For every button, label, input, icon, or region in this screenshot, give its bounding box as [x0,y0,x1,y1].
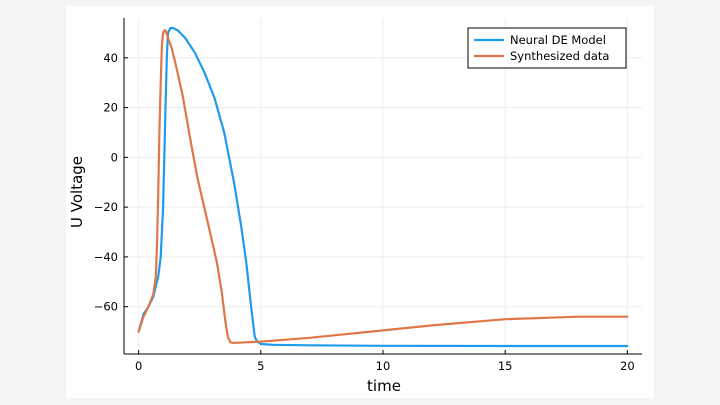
y-tick-label: −60 [94,300,118,314]
legend-label: Neural DE Model [510,33,606,47]
y-tick-label: 40 [103,51,118,65]
grid [124,18,642,354]
x-tick-label: 0 [135,359,142,373]
y-tick-label: −40 [94,250,118,264]
y-tick-label: −20 [94,200,118,214]
series-line-2 [137,29,629,344]
y-tick-label: 20 [103,101,118,115]
legend-label: Synthesized data [510,49,609,63]
x-tick-label: 15 [498,359,513,373]
series-line-1 [137,26,629,348]
x-tick-label: 20 [620,359,635,373]
x-tick-label: 5 [257,359,264,373]
figure: 0 5 10 15 20 −60 −40 −20 0 20 40 Neural DE Model Sy… [66,6,654,398]
x-axis-label: time [367,377,401,395]
legend-box [467,27,627,69]
line-chart: 0 5 10 15 20 −60 −40 −20 0 20 40 Neural DE Model Sy… [68,18,642,395]
axes: 0 5 10 15 20 −60 −40 −20 0 20 40 [94,18,642,373]
legend: Neural DE Model Synthesized data [467,27,627,69]
y-axis-label: U Voltage [68,156,86,228]
series-lines [137,26,629,348]
x-tick-label: 10 [376,359,391,373]
y-tick-label: 0 [111,150,118,164]
